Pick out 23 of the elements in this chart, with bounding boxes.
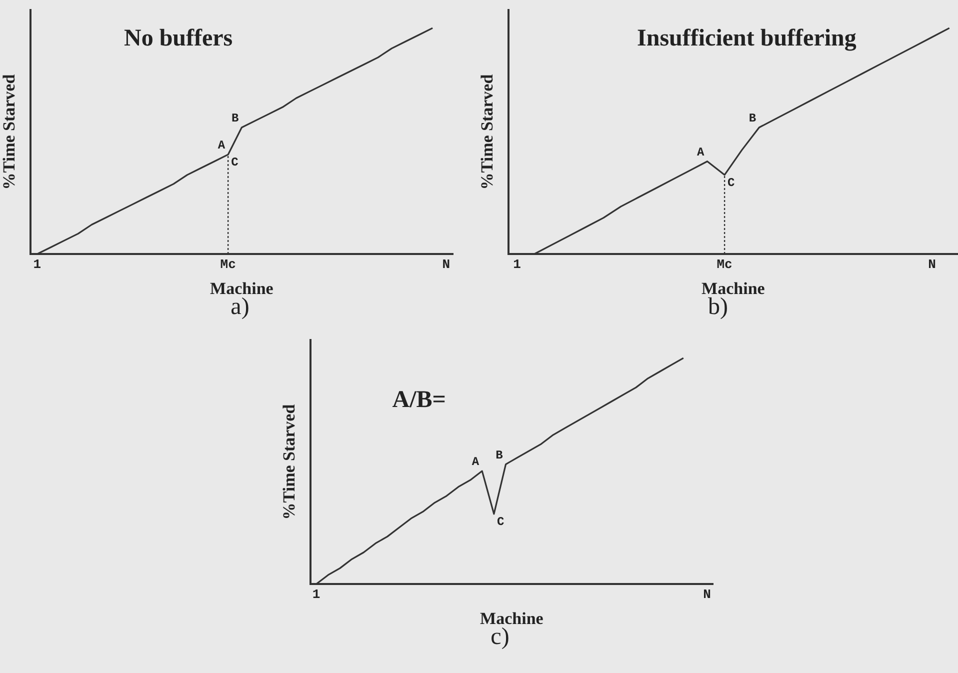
annotation: B bbox=[496, 448, 503, 462]
annotation: C bbox=[728, 176, 735, 190]
x-tick-label: N bbox=[442, 257, 450, 272]
annotation: C bbox=[231, 156, 238, 170]
y-axis-title: %Time Starved bbox=[478, 74, 497, 190]
chart-title: No buffers bbox=[124, 25, 233, 52]
x-tick-label: 1 bbox=[312, 587, 320, 602]
annotation: A bbox=[472, 455, 480, 470]
annotation: B bbox=[748, 111, 756, 126]
annotation: A bbox=[697, 145, 706, 160]
x-tick-label: 1 bbox=[513, 257, 522, 272]
x-tick-label: N bbox=[928, 257, 936, 272]
x-tick-label: 1 bbox=[33, 257, 42, 272]
x-tick-label: N bbox=[703, 587, 711, 602]
x-tick-label: Mc bbox=[220, 257, 236, 272]
y-axis-title: %Time Starved bbox=[280, 404, 299, 520]
y-axis-title: %Time Starved bbox=[0, 74, 19, 190]
annotation: C bbox=[496, 514, 504, 529]
annotation: B bbox=[231, 111, 239, 126]
x-tick-label: Mc bbox=[716, 257, 733, 272]
annotation: A bbox=[218, 138, 226, 153]
chart-title: Insufficient buffering bbox=[637, 25, 856, 52]
text: A/B= bbox=[392, 387, 446, 414]
